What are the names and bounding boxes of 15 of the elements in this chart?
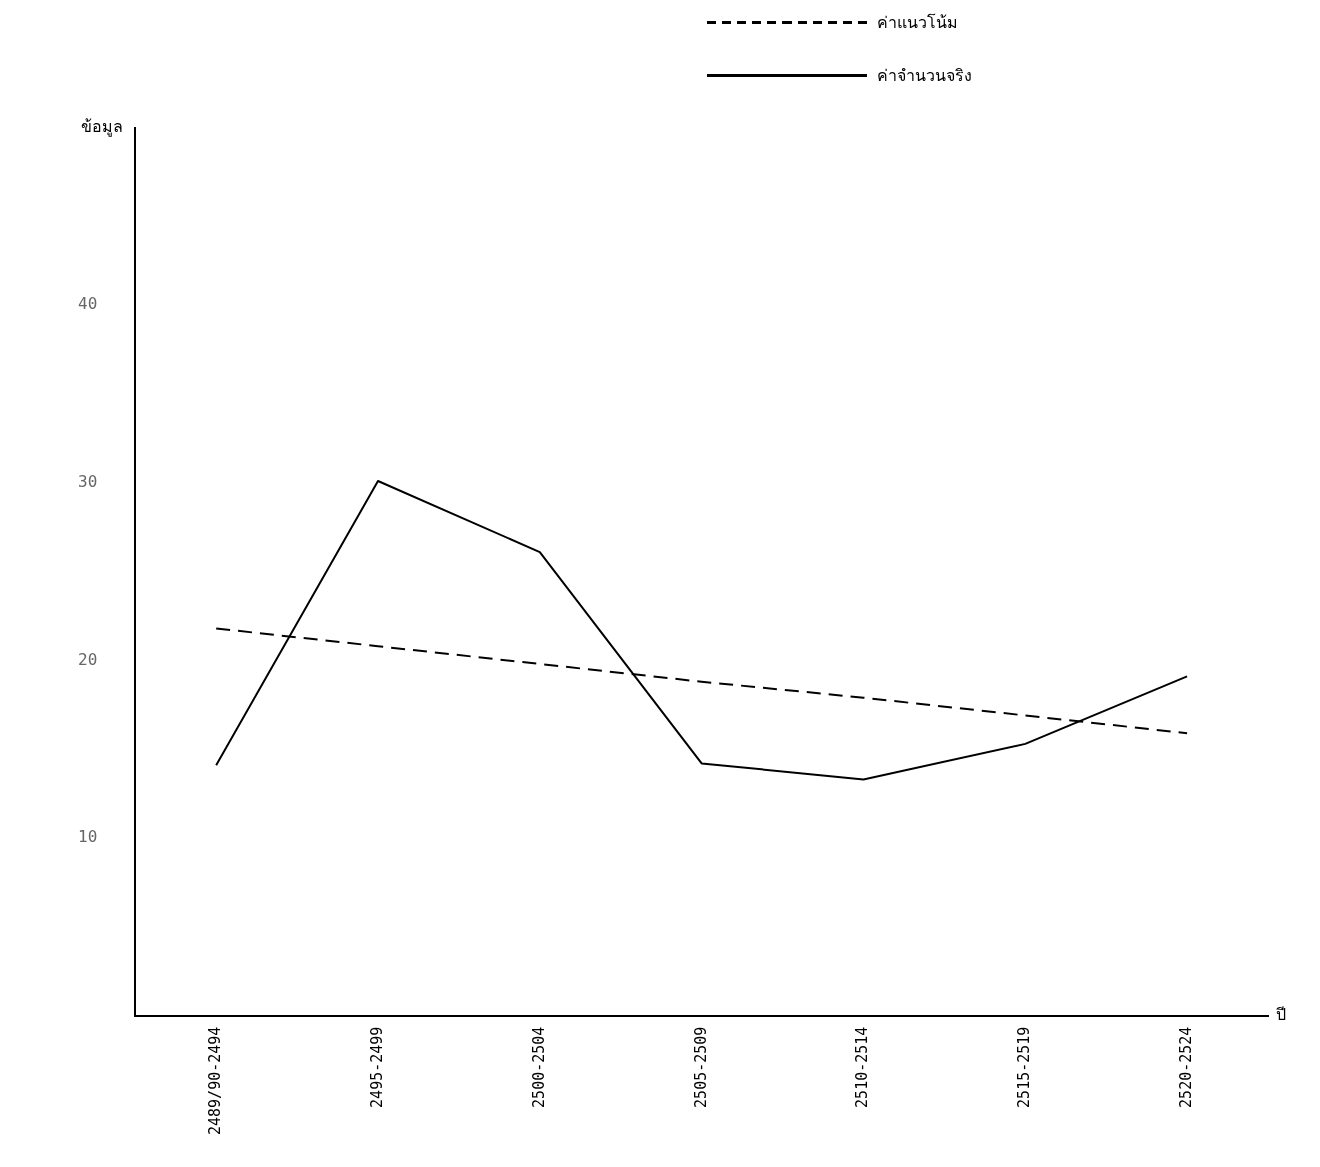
x-tick-label: 2495-2499: [367, 1026, 386, 1108]
x-tick-label: 2500-2504: [529, 1026, 548, 1108]
x-axis-title: ปี: [1276, 1004, 1286, 1024]
y-tick-label: 30: [78, 471, 98, 491]
legend-label: ค่าจำนวนจริง: [877, 65, 972, 87]
x-tick-label: 2505-2509: [691, 1026, 710, 1108]
y-tick-label: 40: [78, 294, 98, 314]
legend-label: ค่าแนวโน้ม: [877, 12, 958, 34]
y-axis-title: ข้อมูล: [81, 116, 124, 137]
x-tick-label: 2489/90-2494: [206, 1026, 225, 1136]
x-tick-label: 2520-2524: [1176, 1026, 1195, 1108]
x-tick-label: 2510-2514: [853, 1026, 872, 1108]
x-tick-label: 2515-2519: [1015, 1026, 1034, 1108]
y-tick-label: 20: [78, 649, 98, 669]
y-tick-label: 10: [78, 827, 98, 847]
